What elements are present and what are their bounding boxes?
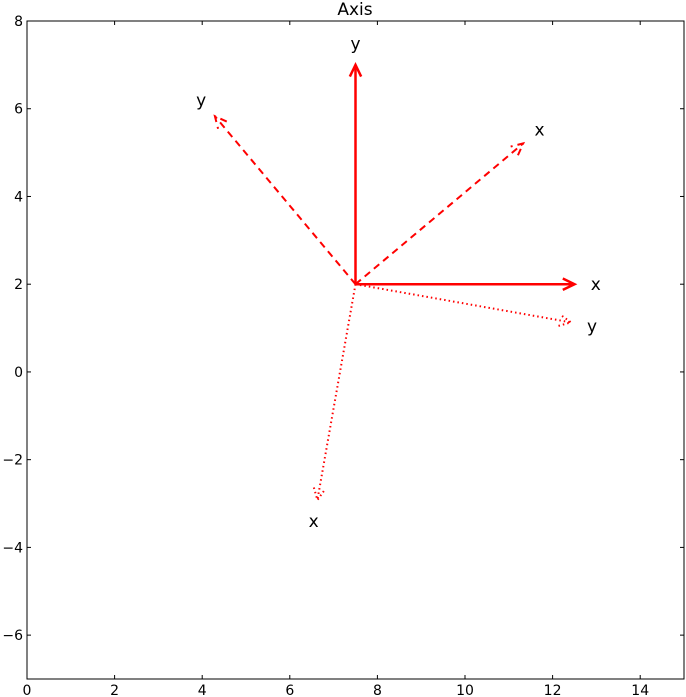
y-tick-label: −2 — [2, 453, 23, 469]
x-tick-label: 6 — [285, 683, 294, 697]
arrow-label: y — [196, 91, 206, 111]
x-tick-label: 14 — [631, 683, 649, 697]
arrow-label: y — [587, 317, 597, 337]
y-tick-label: 6 — [14, 102, 23, 118]
x-tick-label: 2 — [110, 683, 119, 697]
arrow-solid-y: y — [348, 35, 363, 285]
arrow-solid-x: x — [355, 275, 601, 295]
arrow-dashed-y: y — [196, 91, 357, 285]
y-tick-label: 4 — [14, 189, 23, 205]
y-tick-label: 2 — [14, 277, 23, 293]
arrow-head — [510, 141, 526, 156]
y-tick-label: 0 — [14, 365, 23, 381]
chart-title: Axis — [337, 0, 372, 20]
arrow-label: y — [350, 35, 360, 55]
arrow-dashed-x: x — [354, 121, 545, 285]
arrow-head — [348, 61, 363, 78]
x-tick-label: 10 — [456, 683, 474, 697]
x-tick-label: 0 — [23, 683, 32, 697]
arrow-label: x — [535, 121, 545, 141]
x-tick-label: 12 — [544, 683, 562, 697]
arrow-head — [562, 277, 578, 291]
arrow-label: x — [309, 512, 319, 532]
x-tick-label: 8 — [373, 683, 382, 697]
y-tick-label: 8 — [14, 14, 23, 30]
x-tick-label: 4 — [198, 683, 207, 697]
arrow-head — [213, 114, 228, 130]
y-tick-label: −4 — [2, 540, 23, 556]
arrow-dotted-x: x — [309, 284, 357, 532]
arrow-dotted-y: y — [355, 283, 597, 337]
y-tick-label: −6 — [2, 628, 23, 644]
arrow-label: x — [591, 275, 601, 295]
